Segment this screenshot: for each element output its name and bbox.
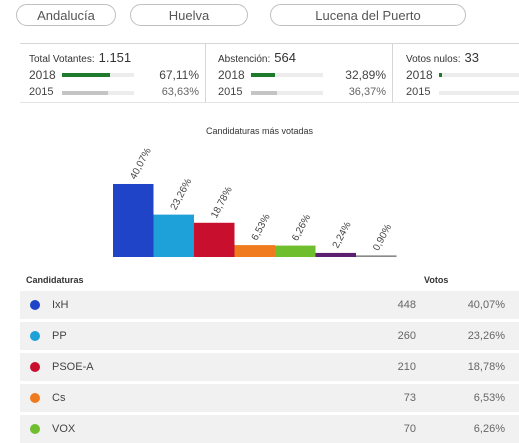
progress-track [62,91,134,95]
party-votes: 70 [403,423,416,435]
chart-data-label: 6,53% [250,212,273,242]
stat-row-2015: 2015 36,37% [218,86,386,100]
party-color-dot [30,362,40,372]
table-body: IxH 448 40,07% PP 260 23,26% PSOE-A 210 18,78% Cs… [20,291,519,443]
progress-fill [439,73,442,77]
chart-title: Candidaturas más votadas [205,126,314,136]
stat-row-2018: 2018 67,11% [29,68,199,82]
party-percent: 18,78% [467,361,505,373]
chart-bar-vox [275,245,316,257]
party-name: IxH [52,299,69,311]
null-votes-panel: Votos nulos: 33 2018 2015 [397,44,519,102]
table-row[interactable]: PP 260 23,26% [20,322,519,350]
stat-year: 2015 [29,86,54,98]
stat-row-2015: 2015 [406,86,519,100]
chart-bar-cs [234,245,275,257]
progress-fill [251,91,278,95]
party-percent: 6,26% [473,423,505,435]
chart-data-label: 0,90% [371,222,394,252]
stat-percent: 63,63% [161,86,199,98]
stat-value: 1.151 [98,50,132,65]
party-votes: 210 [397,361,416,373]
party-name: Cs [52,392,66,404]
results-table: Candidaturas Votos IxH 448 40,07% PP 260 23,2… [20,268,519,443]
party-color-dot [30,331,40,341]
progress-track [62,73,134,77]
party-name: VOX [52,423,76,435]
progress-fill [62,73,111,77]
stat-year: 2015 [406,86,431,98]
party-color-dot [30,424,40,434]
progress-track [251,91,323,95]
table-header: Candidaturas Votos [20,268,519,288]
abstention-panel: Abstención: 564 2018 32,89% 2015 36,37% [209,44,393,102]
stat-label: Abstención: [218,54,271,65]
chart-data-label: 18,78% [209,185,235,220]
header-votos: Votos [424,275,449,285]
chart-data-label: 2,24% [331,220,354,250]
stat-row-2015: 2015 63,63% [29,86,199,100]
chart-bar-party-7 [356,255,397,257]
stat-percent: 36,37% [348,86,386,98]
location-pill-lucena-del-puerto[interactable]: Lucena del Puerto [270,4,466,26]
progress-fill [62,91,108,95]
party-name: PP [52,330,67,342]
stat-percent: 32,89% [345,68,386,82]
table-row[interactable]: PSOE-A 210 18,78% [20,353,519,381]
progress-fill [251,73,275,77]
party-color-dot [30,300,40,310]
party-results-chart: 40,07% 23,26% 18,78% 6,53% 6,26% 2,24% 0,90% [113,146,397,257]
progress-track [439,91,519,95]
party-percent: 23,26% [467,330,505,342]
chart-bar-ixh [113,183,154,257]
party-color-dot [30,393,40,403]
stat-year: 2018 [29,68,56,82]
stat-label: Votos nulos: [406,54,461,65]
total-voters-panel: Total Votantes: 1.151 2018 67,11% 2015 63… [20,44,206,102]
party-votes: 448 [397,299,416,311]
chart-data-label: 6,26% [290,213,313,243]
progress-track [439,73,519,77]
stat-year: 2018 [218,68,245,82]
party-votes: 260 [397,330,416,342]
stat-value: 33 [464,50,479,65]
location-pill-andalucia[interactable]: Andalucía [16,4,116,26]
party-votes: 73 [403,392,416,404]
stat-value: 564 [274,50,296,65]
table-row[interactable]: Cs 73 6,53% [20,384,519,412]
stat-row-2018: 2018 [406,68,519,82]
chart-bar-psoe-a [194,222,235,257]
header-candidaturas: Candidaturas [26,275,84,285]
chart-data-label: 23,26% [169,177,195,212]
stat-year: 2015 [218,86,243,98]
party-percent: 40,07% [467,299,505,311]
progress-track [251,73,323,77]
participation-stats: Total Votantes: 1.151 2018 67,11% 2015 63… [20,43,519,103]
table-row[interactable]: IxH 448 40,07% [20,291,519,319]
chart-bar-pp [153,214,194,257]
stat-label: Total Votantes: [29,54,95,65]
stat-percent: 67,11% [159,68,199,82]
party-name: PSOE-A [52,361,94,373]
location-pill-huelva[interactable]: Huelva [130,4,248,26]
chart-data-label: 40,07% [128,146,154,181]
stat-year: 2018 [406,68,433,82]
party-percent: 6,53% [473,392,505,404]
chart-bar-party-6 [315,252,356,257]
table-row[interactable]: VOX 70 6,26% [20,415,519,443]
stat-row-2018: 2018 32,89% [218,68,386,82]
